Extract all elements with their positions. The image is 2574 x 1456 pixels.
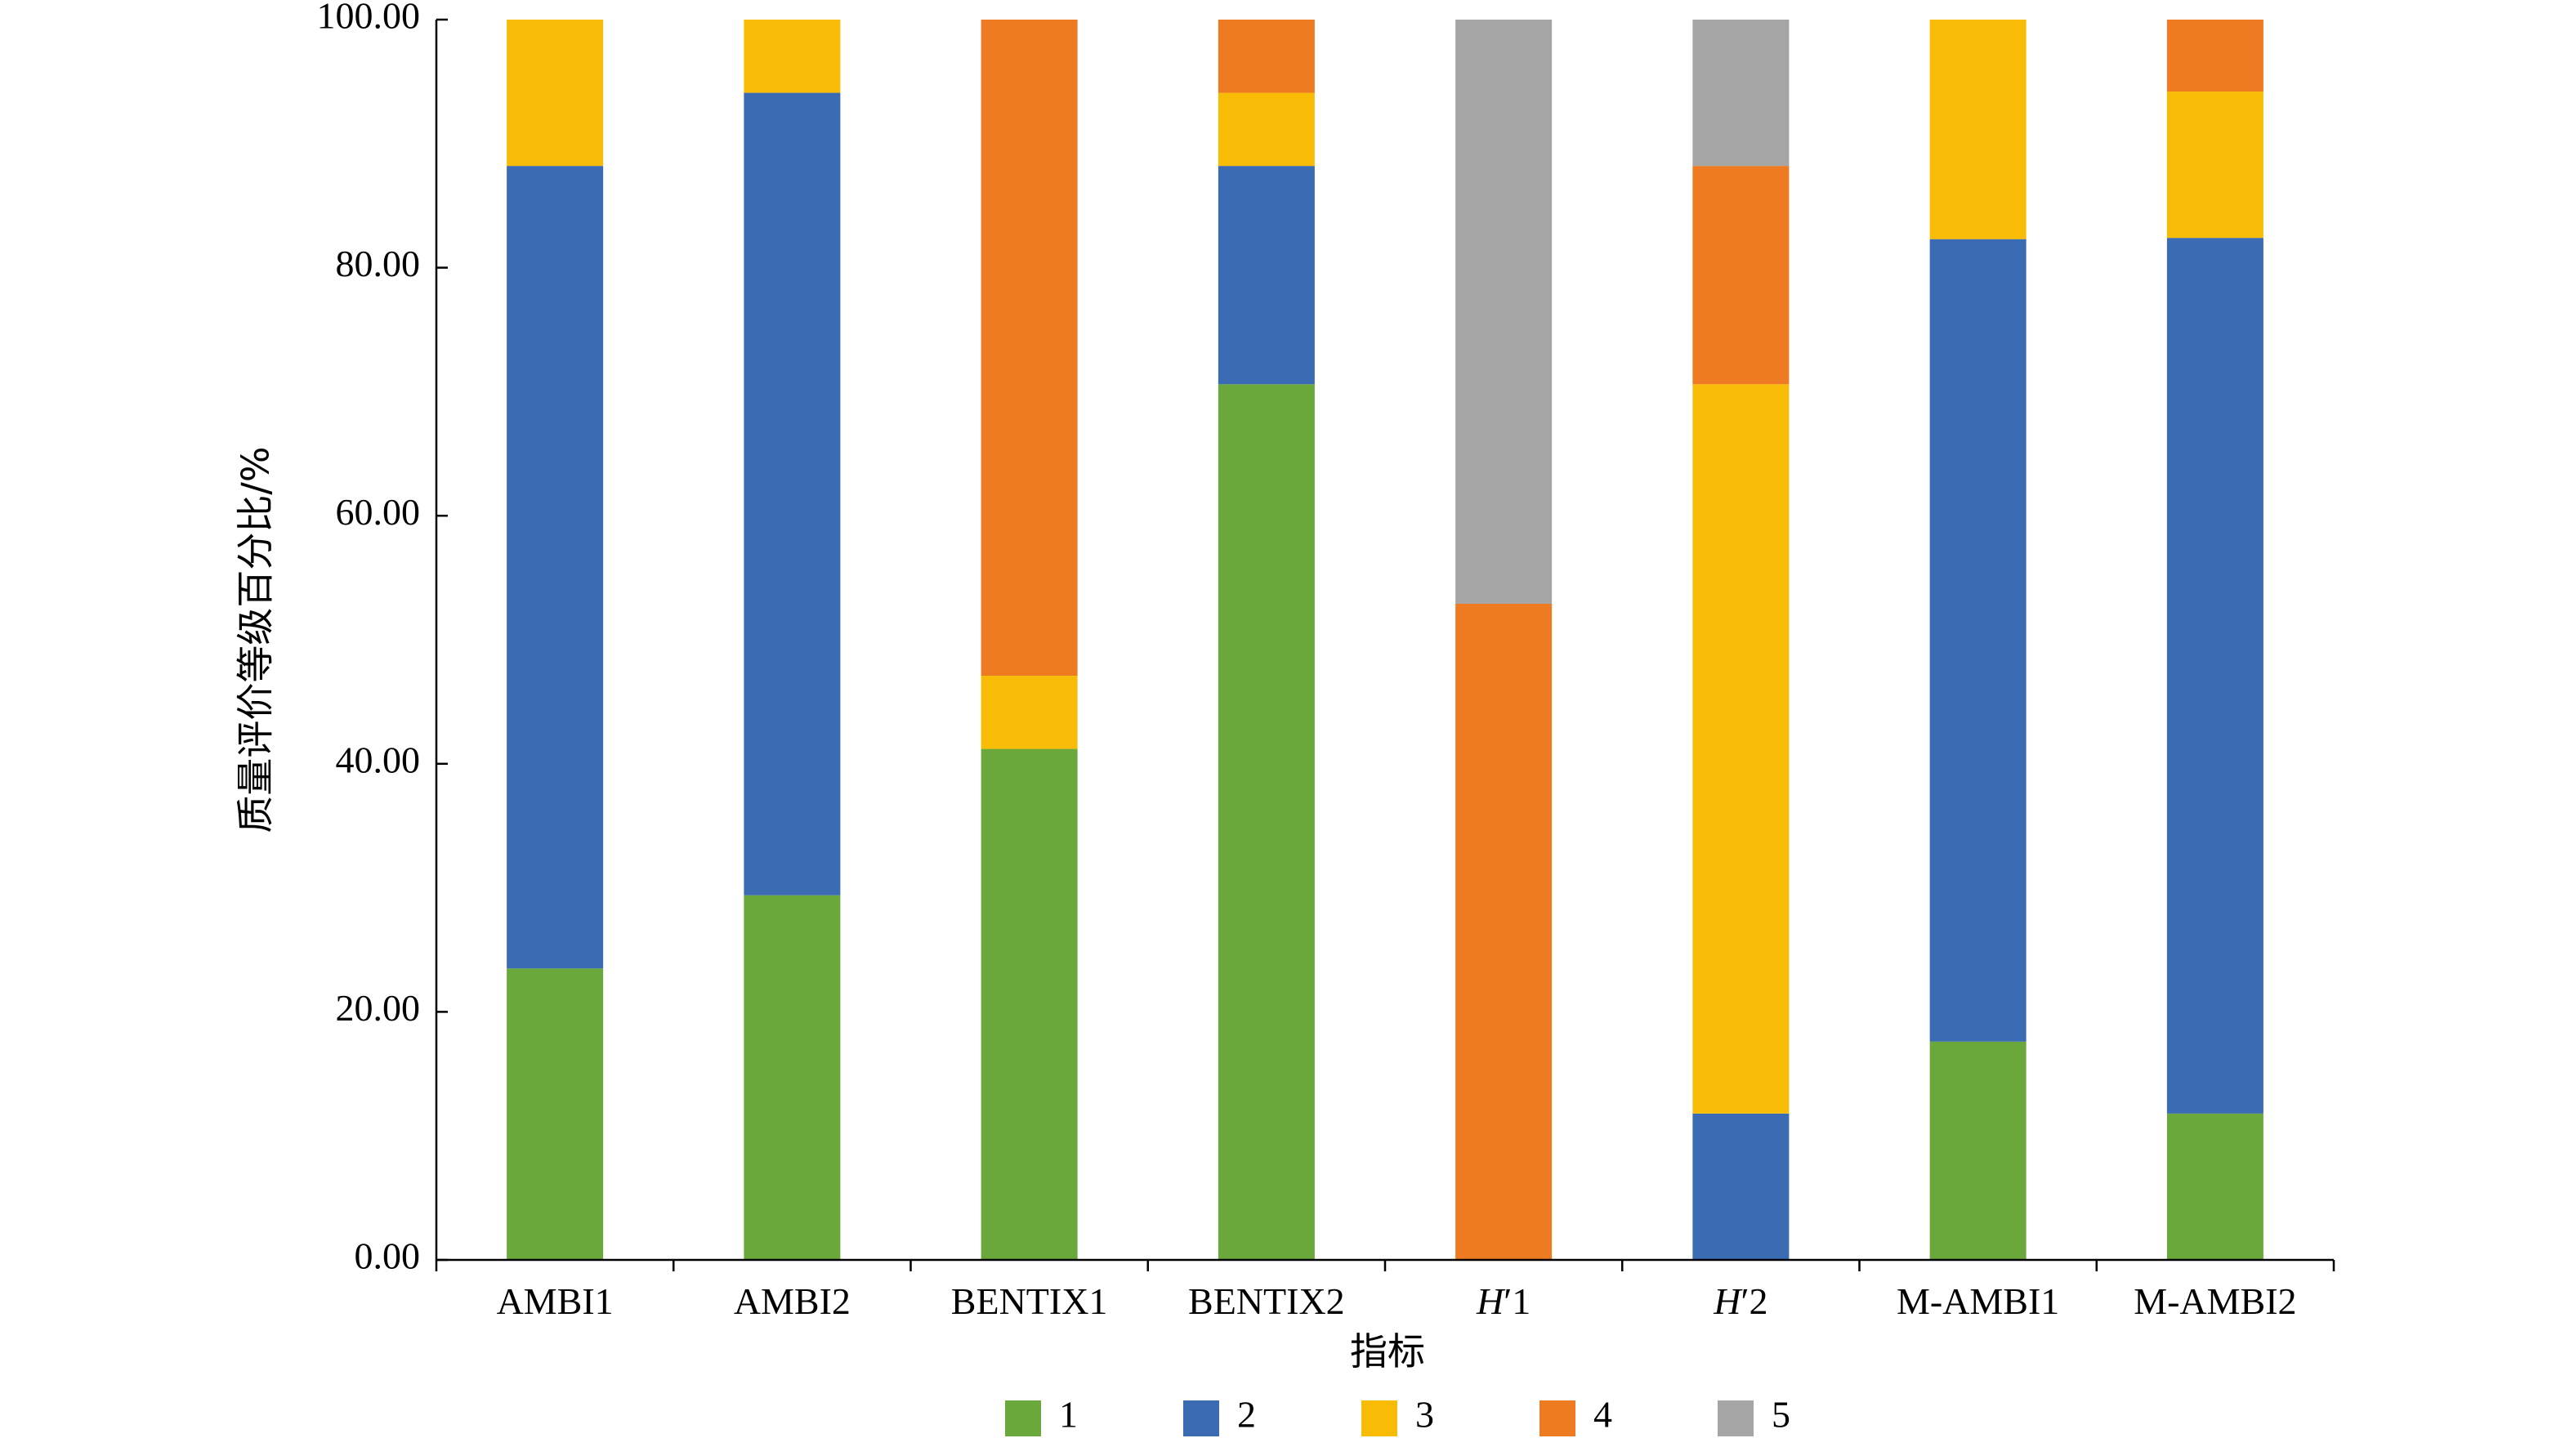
- bar-segment: [981, 20, 1078, 677]
- bar-segment: [1455, 20, 1553, 604]
- bar-segment: [2166, 1113, 2263, 1260]
- legend-swatch: [1005, 1400, 1041, 1436]
- bar-segment: [2166, 20, 2263, 92]
- x-tick-label: BENTIX1: [951, 1280, 1108, 1322]
- bar-segment: [2166, 238, 2263, 1114]
- bar-segment: [1929, 1041, 2027, 1260]
- bar-segment: [507, 968, 604, 1260]
- y-tick-label: 80.00: [336, 243, 421, 284]
- bars-group: [507, 20, 2263, 1260]
- bar-segment: [507, 166, 604, 969]
- x-tick-label: AMBI1: [497, 1280, 614, 1322]
- y-tick-label: 20.00: [336, 987, 421, 1029]
- legend-label: 5: [1772, 1394, 1790, 1436]
- legend-label: 2: [1237, 1394, 1256, 1436]
- bar-segment: [1455, 603, 1553, 1260]
- bar-segment: [1218, 92, 1315, 167]
- legend-label: 3: [1415, 1394, 1434, 1436]
- legend-swatch: [1183, 1400, 1219, 1436]
- bar-segment: [744, 20, 841, 93]
- bar-segment: [981, 748, 1078, 1260]
- y-tick-label: 40.00: [336, 739, 421, 780]
- y-tick-label: 100.00: [317, 0, 421, 37]
- bar-segment: [981, 676, 1078, 749]
- bar-segment: [1218, 384, 1315, 1260]
- y-tick-label: 0.00: [355, 1235, 421, 1277]
- x-tick-label: AMBI2: [734, 1280, 851, 1322]
- y-ticks-group: 0.00 20.00 40.00 60.00 80.00 100.00: [317, 0, 448, 1277]
- bar-segment: [1218, 166, 1315, 385]
- legend-swatch: [1539, 1400, 1575, 1436]
- x-tick-label: H′1: [1476, 1280, 1531, 1322]
- x-ticks-group: AMBI1 AMBI2 BENTIX1 BENTIX2 H′1 H′2 M-AMBI1 M-A…: [435, 1260, 2335, 1322]
- bar-segment: [1692, 20, 1790, 167]
- bar-segment: [2166, 92, 2263, 239]
- bar-segment: [507, 20, 604, 167]
- x-tick-label: M-AMBI1: [1897, 1280, 2059, 1322]
- bar-segment: [1692, 166, 1790, 385]
- legend-swatch: [1361, 1400, 1397, 1436]
- x-tick-label: H′2: [1713, 1280, 1767, 1322]
- bar-segment: [744, 895, 841, 1260]
- legend-label: 4: [1593, 1394, 1612, 1436]
- bar-segment: [1692, 1113, 1790, 1260]
- bar-segment: [1218, 20, 1315, 93]
- legend-swatch: [1718, 1400, 1754, 1436]
- x-tick-label: BENTIX2: [1188, 1280, 1345, 1322]
- bar-segment: [744, 92, 841, 895]
- y-tick-label: 60.00: [336, 491, 421, 533]
- legend: 1 2 3 4 5: [1005, 1394, 1790, 1436]
- bar-segment: [1929, 239, 2027, 1042]
- bar-segment: [1692, 384, 1790, 1114]
- bar-segment: [1929, 20, 2027, 239]
- x-axis-title: 指标: [1350, 1329, 1425, 1373]
- y-axis-title: 质量评价等级百分比/%: [234, 446, 278, 833]
- x-tick-label: M-AMBI2: [2134, 1280, 2296, 1322]
- legend-label: 1: [1059, 1394, 1078, 1436]
